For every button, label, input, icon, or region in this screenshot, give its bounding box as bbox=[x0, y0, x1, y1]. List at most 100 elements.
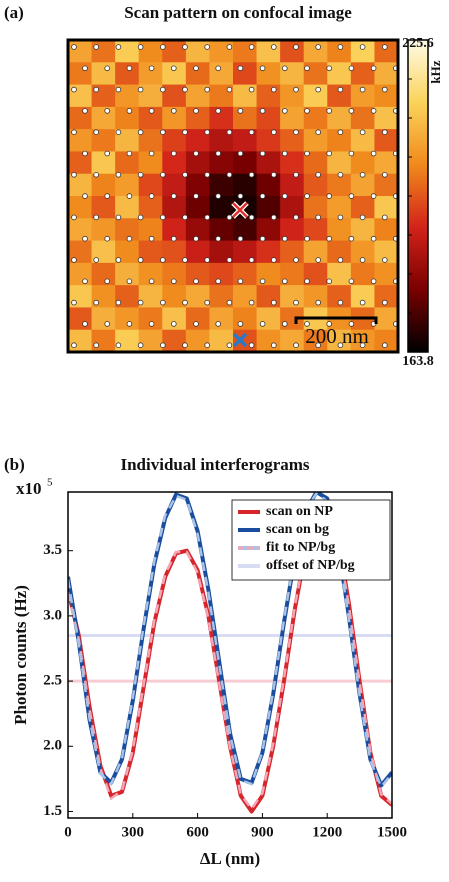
scan-point bbox=[137, 342, 144, 349]
heatmap-cell bbox=[374, 285, 399, 308]
heatmap-cell bbox=[162, 106, 187, 130]
y-tick-label: 2.0 bbox=[43, 738, 62, 754]
scan-point bbox=[270, 299, 277, 306]
heatmap-cell bbox=[162, 307, 187, 331]
heatmap-cell bbox=[303, 151, 328, 175]
heatmap-cell bbox=[162, 285, 187, 308]
scan-point bbox=[370, 235, 377, 242]
heatmap-cell bbox=[256, 129, 281, 152]
y-axis-label: Photon counts (Hz) bbox=[11, 585, 30, 725]
heatmap-cell bbox=[350, 240, 375, 264]
scan-point bbox=[270, 129, 277, 136]
scan-point bbox=[182, 86, 188, 93]
scan-point bbox=[337, 342, 344, 349]
scan-point bbox=[82, 65, 88, 72]
scan-point bbox=[315, 299, 322, 306]
heatmap-cell bbox=[68, 329, 93, 353]
scan-point bbox=[315, 257, 322, 263]
colorbar-tick-label: 225.6 bbox=[402, 36, 434, 51]
scan-point bbox=[82, 235, 88, 242]
scan-point bbox=[337, 44, 344, 50]
scan-point bbox=[160, 299, 166, 306]
scan-point bbox=[148, 193, 155, 199]
chart-title: Scan pattern on confocal image bbox=[124, 3, 352, 22]
scan-point bbox=[215, 65, 222, 72]
scan-point bbox=[193, 321, 199, 327]
scan-point bbox=[204, 86, 211, 93]
scan-point bbox=[326, 65, 333, 72]
heatmap-cell bbox=[91, 218, 116, 242]
heatmap-cell bbox=[256, 307, 281, 331]
y-tick-label: 1.5 bbox=[43, 803, 62, 819]
colorbar-label: kHz bbox=[428, 60, 443, 83]
y-tick-label: 3.5 bbox=[43, 542, 62, 558]
scan-point bbox=[348, 235, 355, 242]
scan-point bbox=[248, 342, 255, 349]
heatmap-cell bbox=[374, 40, 399, 63]
heatmap-cell bbox=[350, 285, 375, 308]
scan-point bbox=[171, 278, 177, 285]
heatmap-cell bbox=[209, 240, 234, 264]
scan-point bbox=[93, 299, 99, 306]
heatmap-cell bbox=[138, 329, 163, 353]
scan-point bbox=[359, 129, 366, 136]
heatmap-cell bbox=[327, 40, 352, 63]
heatmap-cell bbox=[303, 129, 328, 152]
scan-point bbox=[204, 172, 211, 178]
heatmap-cell bbox=[374, 307, 399, 331]
heatmap-cell bbox=[256, 62, 281, 86]
scan-point bbox=[226, 214, 233, 221]
y-tick-label: 2.5 bbox=[43, 673, 62, 689]
scan-point bbox=[82, 193, 88, 199]
scan-point bbox=[359, 342, 366, 349]
scan-point bbox=[315, 172, 322, 178]
scan-point bbox=[315, 342, 322, 349]
heatmap-cell bbox=[280, 240, 305, 264]
heatmap-cell bbox=[138, 307, 163, 331]
heatmap-cell bbox=[162, 240, 187, 264]
scan-point bbox=[71, 44, 77, 50]
heatmap-cell bbox=[115, 329, 140, 353]
scan-point bbox=[204, 257, 211, 263]
scan-point bbox=[226, 172, 233, 178]
scan-point bbox=[215, 235, 222, 242]
heatmap-cell bbox=[233, 62, 258, 86]
scan-point bbox=[270, 172, 277, 178]
scan-point bbox=[370, 150, 377, 157]
scan-point bbox=[293, 214, 299, 221]
plot-frame bbox=[67, 491, 393, 819]
scan-point bbox=[93, 257, 99, 263]
scan-point bbox=[281, 65, 288, 72]
scan-point bbox=[237, 321, 244, 327]
scan-point bbox=[337, 172, 344, 178]
scan-point bbox=[215, 150, 222, 157]
scan-point bbox=[259, 65, 266, 72]
heatmap-cell bbox=[256, 285, 281, 308]
scan-point bbox=[204, 214, 211, 221]
heatmap-cell bbox=[327, 262, 352, 286]
scan-point bbox=[304, 65, 310, 72]
heatmap-cell bbox=[68, 106, 93, 130]
heatmap-cell bbox=[303, 329, 328, 353]
heatmap-cell bbox=[374, 62, 399, 86]
heatmap-cell bbox=[256, 218, 281, 242]
heatmap-cell bbox=[303, 285, 328, 308]
scan-point bbox=[359, 214, 366, 221]
scan-point bbox=[193, 278, 199, 285]
heatmap-cell bbox=[303, 106, 328, 130]
heatmap-cell bbox=[209, 106, 234, 130]
heatmap-cell bbox=[303, 196, 328, 219]
scan-point bbox=[137, 299, 144, 306]
scan-point bbox=[326, 278, 333, 285]
scan-point bbox=[259, 321, 266, 327]
heatmap-cell bbox=[374, 329, 399, 353]
scan-point bbox=[259, 278, 266, 285]
scan-point bbox=[115, 86, 122, 93]
heatmap-cell bbox=[256, 40, 281, 63]
scan-point bbox=[104, 193, 110, 199]
scan-point bbox=[248, 214, 255, 221]
scan-point bbox=[160, 172, 166, 178]
heatmap-cell bbox=[327, 151, 352, 175]
scan-point bbox=[293, 86, 299, 93]
scan-point bbox=[259, 150, 266, 157]
